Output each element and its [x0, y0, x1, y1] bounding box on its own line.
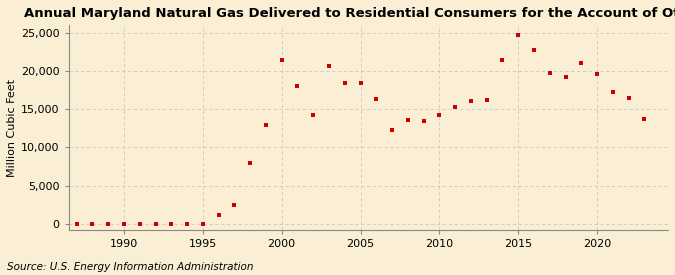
Text: Source: U.S. Energy Information Administration: Source: U.S. Energy Information Administ…: [7, 262, 253, 272]
Point: [355, 81, 366, 86]
Point: [308, 113, 319, 117]
Point: [276, 58, 287, 63]
Point: [72, 221, 82, 226]
Point: [497, 58, 508, 63]
Y-axis label: Million Cubic Feet: Million Cubic Feet: [7, 79, 17, 177]
Point: [150, 221, 161, 226]
Point: [371, 97, 381, 101]
Point: [576, 61, 587, 66]
Point: [529, 48, 539, 53]
Point: [134, 221, 145, 226]
Point: [450, 105, 460, 109]
Point: [166, 221, 177, 226]
Point: [466, 99, 477, 103]
Point: [323, 64, 334, 68]
Point: [213, 213, 224, 218]
Title: Annual Maryland Natural Gas Delivered to Residential Consumers for the Account o: Annual Maryland Natural Gas Delivered to…: [24, 7, 675, 20]
Point: [544, 71, 555, 76]
Point: [261, 123, 271, 127]
Point: [87, 221, 98, 226]
Point: [387, 128, 398, 132]
Point: [608, 89, 618, 94]
Point: [402, 118, 413, 122]
Point: [340, 81, 350, 86]
Point: [639, 117, 650, 121]
Point: [513, 33, 524, 37]
Point: [103, 221, 113, 226]
Point: [434, 112, 445, 117]
Point: [418, 119, 429, 123]
Point: [245, 161, 256, 166]
Point: [229, 202, 240, 207]
Point: [560, 75, 571, 79]
Point: [292, 84, 303, 89]
Point: [119, 221, 130, 226]
Point: [182, 221, 192, 226]
Point: [481, 98, 492, 102]
Point: [592, 72, 603, 76]
Point: [197, 222, 208, 226]
Point: [623, 96, 634, 100]
